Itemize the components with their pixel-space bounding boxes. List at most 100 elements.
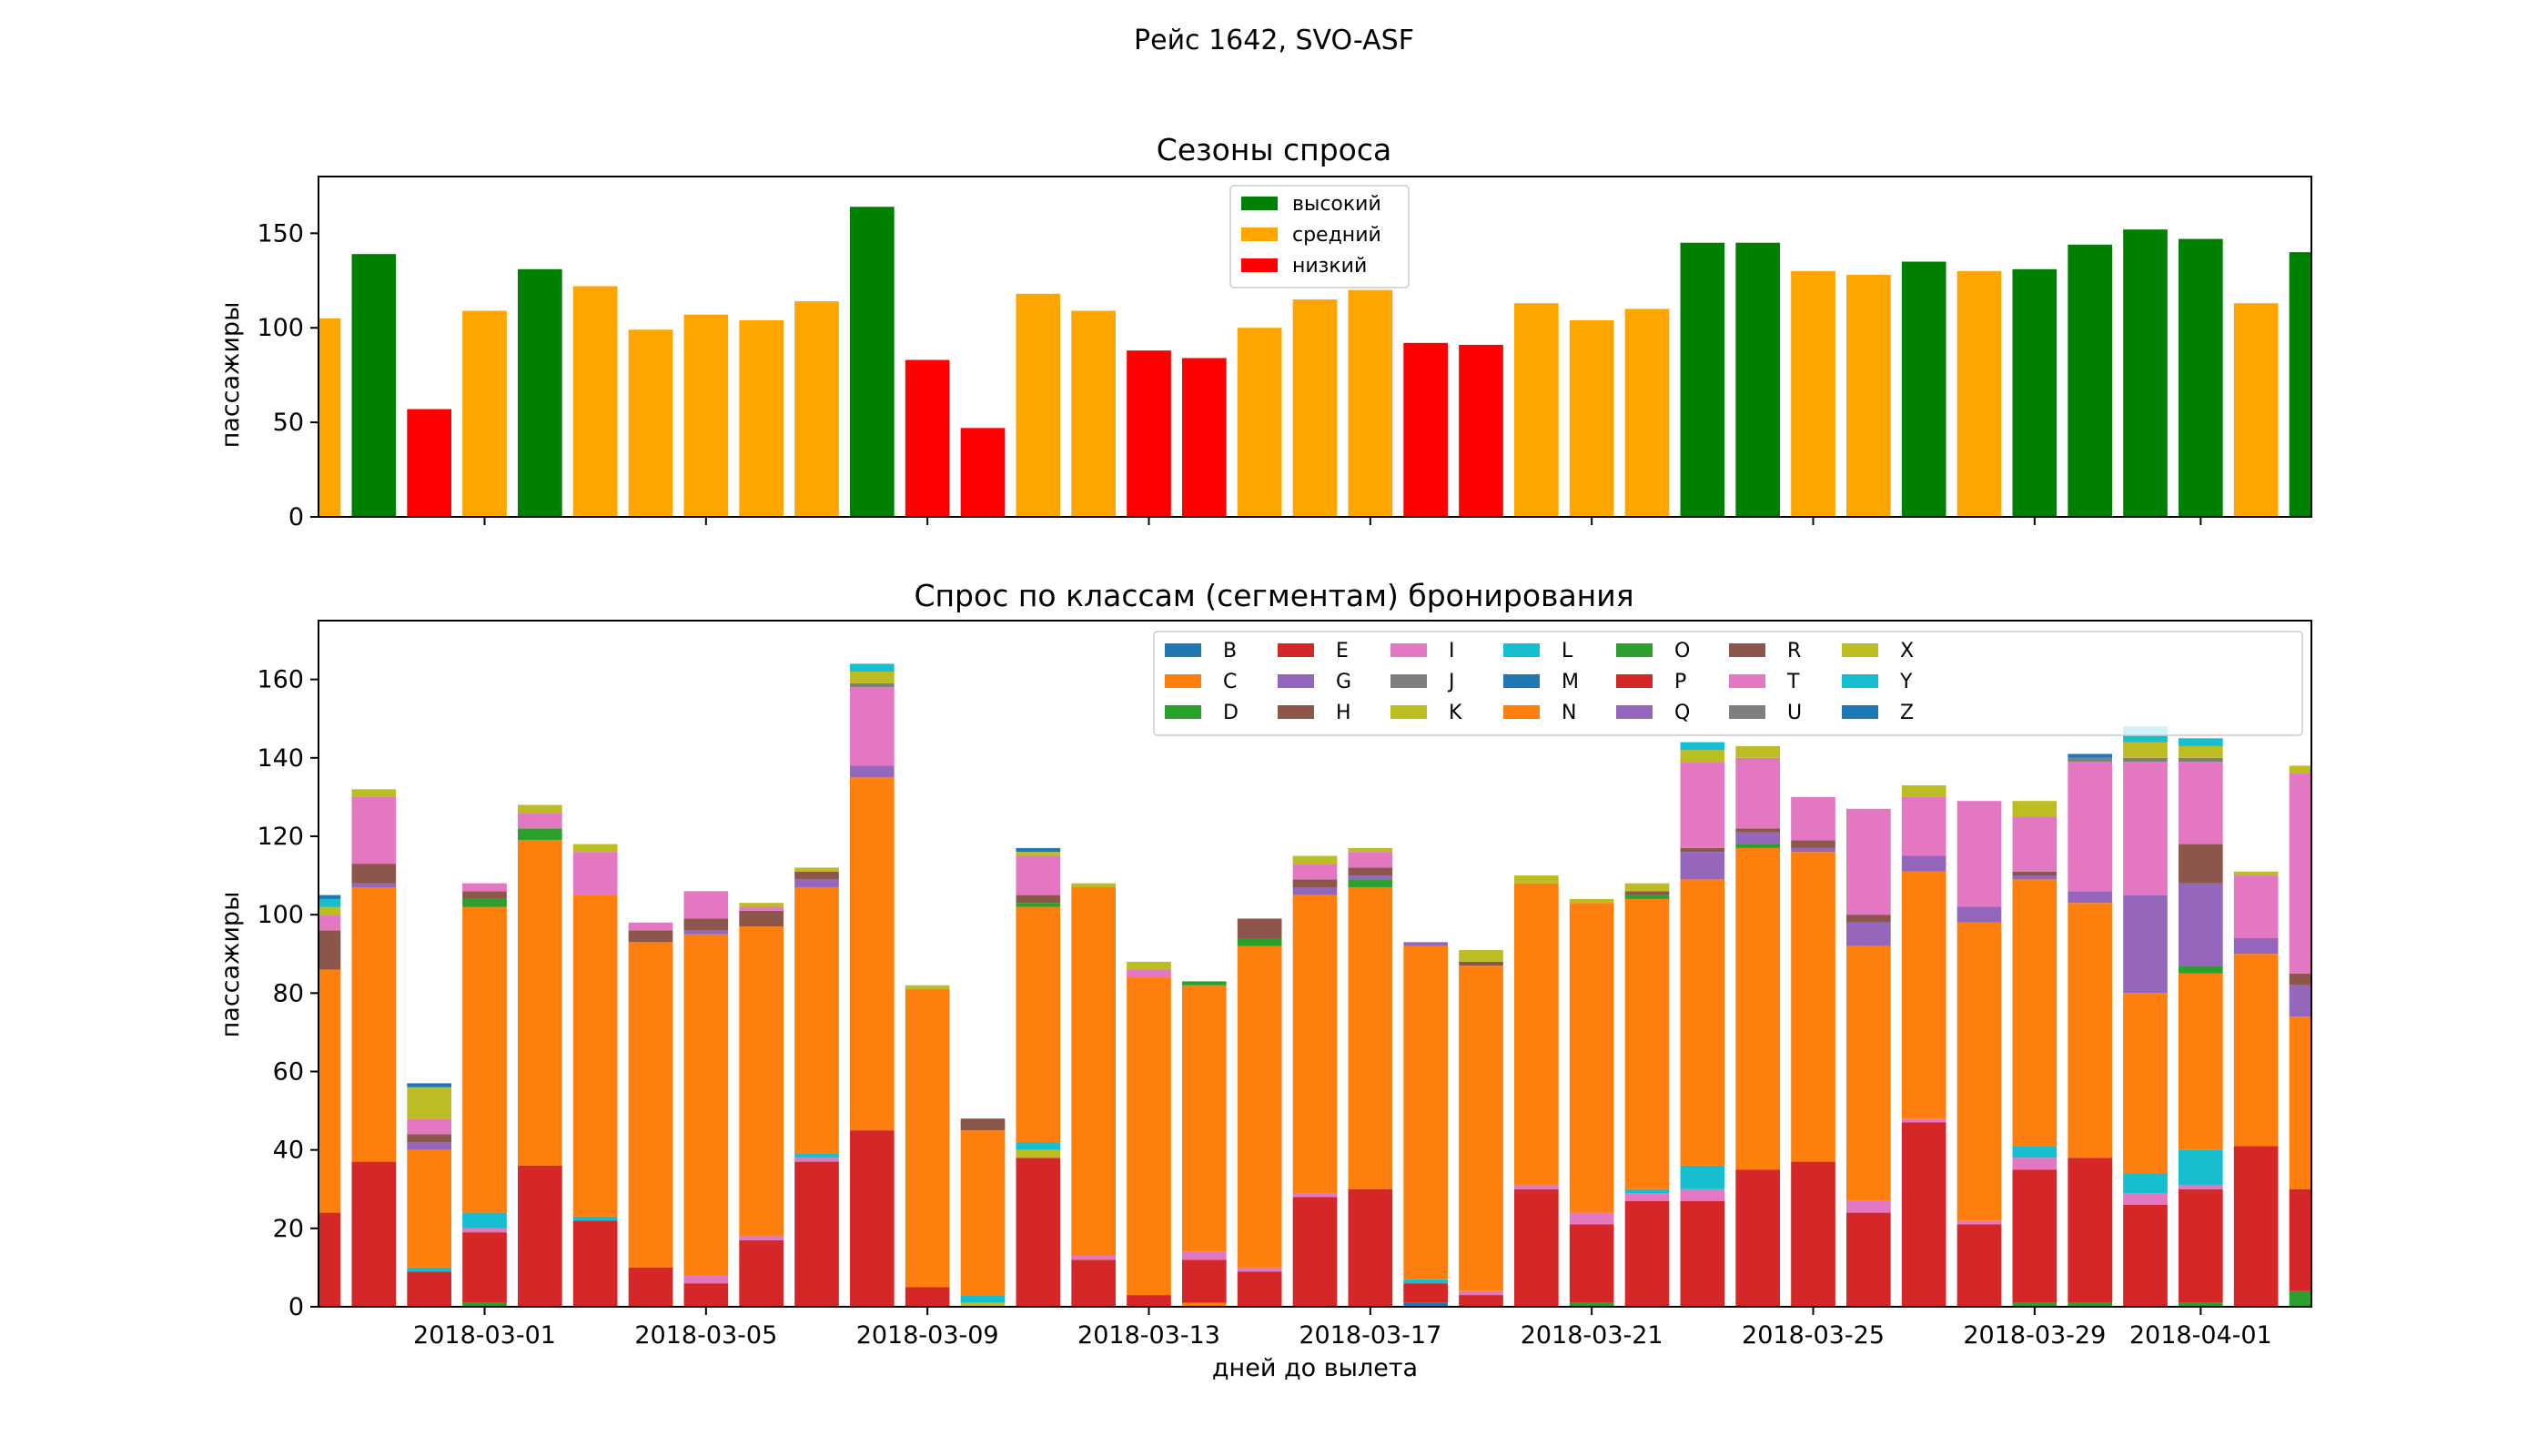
class-bar-segment-E	[1403, 1283, 1448, 1303]
class-bar-segment-Q	[1680, 852, 1725, 880]
class-bar-segment-Q	[1901, 855, 1946, 872]
class-bar-segment-K	[960, 1302, 1006, 1307]
season-bar	[407, 409, 451, 517]
class-bar-segment-N	[1569, 903, 1614, 1213]
class-bar-segment-Z	[1016, 847, 1061, 853]
class-bar-segment-D	[2068, 1302, 2112, 1307]
class-bar-segment-N	[1901, 871, 1946, 1119]
class-bar-segment-N	[1127, 977, 1171, 1296]
class-bar-segment-R	[1846, 915, 1891, 923]
class-bar-segment-E	[407, 1271, 451, 1307]
class-bar-segment-Q	[1846, 922, 1891, 946]
class-bar-segment-N	[2233, 954, 2279, 1147]
legend-label: U	[1787, 702, 1802, 724]
class-bar-segment-N	[1791, 852, 1835, 1162]
class-bar-segment-T	[2123, 762, 2168, 895]
class-bar-segment-I	[1071, 1255, 1116, 1260]
class-chart-ylabel: пассажиры	[217, 892, 245, 1038]
class-bar-segment-T	[1846, 808, 1891, 915]
y-tick-label: 150	[257, 219, 304, 248]
class-bars	[318, 663, 2311, 1307]
class-bar-segment-I	[1624, 1193, 1670, 1201]
y-tick-label: 20	[273, 1215, 304, 1243]
class-bar-segment-E	[1182, 1259, 1227, 1303]
class-bar-segment-I	[1514, 1185, 1559, 1189]
class-bar-segment-N	[1403, 945, 1448, 1279]
season-bar	[1292, 299, 1338, 517]
legend-swatch	[1842, 674, 1878, 688]
legend-label: X	[1900, 640, 1914, 662]
class-chart-title: Спрос по классам (сегментам) бронировани…	[914, 578, 1633, 613]
class-bar-segment-I	[1680, 1188, 1725, 1201]
class-bar-segment-R	[794, 871, 839, 880]
class-bar-segment-T	[683, 891, 729, 919]
class-bar-segment-E	[2179, 1188, 2223, 1303]
legend-label: M	[1562, 671, 1579, 693]
legend-swatch	[1165, 705, 1201, 719]
legend-swatch	[1616, 674, 1653, 688]
class-bar-segment-T	[2179, 762, 2223, 844]
class-bar-segment-T	[850, 687, 895, 766]
class-bar-segment-L	[572, 1216, 618, 1221]
class-x-axis: 2018-03-01 2018-03-05 2018-03-09 2018-03-13…	[413, 1307, 2272, 1350]
legend-swatch	[1842, 643, 1878, 657]
class-bar-segment-X	[1901, 784, 1946, 797]
season-bar	[518, 268, 562, 517]
class-bar-segment-O	[1016, 903, 1061, 907]
legend-swatch	[1241, 197, 1278, 210]
x-tick-label: 2018-03-17	[1299, 1321, 1441, 1350]
class-bar-segment-E	[2123, 1204, 2168, 1307]
class-bar-segment-E	[1459, 1295, 1503, 1307]
season-x-ticks	[483, 517, 2202, 525]
season-bar	[2289, 252, 2311, 517]
class-bar-segment-L	[462, 1212, 507, 1228]
class-bar-segment-Z	[318, 895, 341, 899]
class-bar-segment-Q	[1956, 906, 2002, 923]
class-bar-segment-L	[407, 1267, 451, 1272]
class-bar-segment-E	[905, 1287, 950, 1307]
legend-swatch	[1729, 674, 1765, 688]
season-bar	[683, 314, 729, 517]
class-bar-segment-Z	[2068, 753, 2112, 758]
class-bar-segment-N	[1348, 886, 1393, 1189]
season-bar	[1348, 289, 1393, 517]
class-legend: BCD EGH IJK LMN OPQ RTU XYZ	[1153, 631, 2303, 736]
y-tick-label: 100	[257, 901, 304, 929]
season-chart-ylabel: пассажиры	[217, 302, 245, 449]
class-bar-segment-E	[1956, 1224, 2002, 1307]
season-legend: высокий средний низкий	[1229, 185, 1410, 288]
season-bar	[960, 428, 1006, 517]
class-bar-segment-E	[1735, 1169, 1780, 1307]
class-bar-segment-N	[2179, 973, 2223, 1150]
class-bar-segment-N	[2068, 903, 2112, 1158]
y-tick-label: 40	[273, 1137, 304, 1165]
class-bar-segment-T	[2068, 762, 2112, 892]
figure-title: Рейс 1642, SVO-ASF	[1134, 25, 1414, 56]
class-bar-segment-I	[1846, 1200, 1891, 1213]
class-bar-segment-D	[1569, 1302, 1614, 1307]
x-tick-label: 2018-03-05	[634, 1321, 777, 1350]
class-bar-segment-Q	[351, 883, 397, 887]
legend-swatch	[1390, 674, 1427, 688]
class-bar-segment-N	[518, 840, 562, 1166]
class-bar-segment-D	[2179, 1302, 2223, 1307]
class-bar-segment-O	[1624, 895, 1670, 899]
class-bar-segment-R	[1292, 879, 1338, 887]
class-bar-segment-X	[572, 844, 618, 853]
class-bar-segment-T	[2289, 774, 2311, 974]
class-bar-segment-E	[2289, 1188, 2311, 1291]
class-bar-segment-L	[1403, 1279, 1448, 1284]
season-bar	[1846, 275, 1891, 517]
class-bar-segment-T	[628, 922, 673, 931]
class-bar-segment-Y	[850, 663, 895, 672]
class-bar-segment-X	[2233, 871, 2279, 876]
class-bar-segment-Q	[2179, 883, 2223, 966]
season-bar	[850, 207, 895, 517]
season-bar	[2012, 268, 2058, 517]
season-y-axis: 0 50 100 150	[257, 219, 318, 531]
legend-label: K	[1449, 702, 1462, 724]
x-tick-label: 2018-03-21	[1521, 1321, 1663, 1350]
season-bar	[739, 319, 784, 517]
class-bar-segment-N	[628, 942, 673, 1268]
